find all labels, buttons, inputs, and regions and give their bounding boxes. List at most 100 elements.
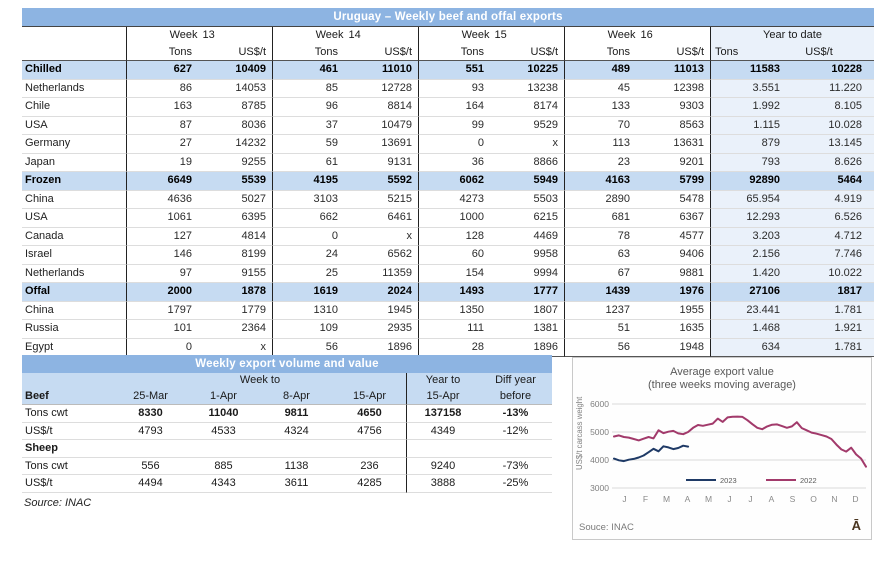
week-value-cell: 5592 xyxy=(344,172,418,191)
week-value-cell: 1945 xyxy=(344,302,418,320)
week-value-cell: 1779 xyxy=(198,302,272,320)
ytd-value-cell: 8.626 xyxy=(792,153,874,172)
week-value-cell: 1797 xyxy=(126,301,198,320)
week-number: 13 xyxy=(202,29,215,41)
week-value-cell: 1493 xyxy=(418,283,490,302)
weekly-volume-value-table: Weekly export volume and value Week to Ye… xyxy=(22,355,552,509)
week-value-cell: 10225 xyxy=(490,61,564,80)
week-number: 14 xyxy=(348,29,361,41)
week-value-cell: 5539 xyxy=(198,172,272,191)
beef-section-label: Beef xyxy=(22,388,114,405)
week-value-cell: 9529 xyxy=(490,117,564,135)
week-value-cell: 128 xyxy=(418,227,490,246)
week-value-cell: 9131 xyxy=(344,154,418,172)
week-value-cell: 6062 xyxy=(418,172,490,191)
ytd-value-cell: 3.551 xyxy=(710,79,792,98)
week-group-header: Week 15 xyxy=(418,27,564,44)
week-group-header: Week 13 xyxy=(126,27,272,44)
ytd-value-cell: 1.781 xyxy=(792,338,874,357)
week-value-cell: 24 xyxy=(272,246,344,265)
tons-header: Tons xyxy=(418,44,490,61)
week-value-cell: 10409 xyxy=(198,61,272,80)
week-value-cell: 9255 xyxy=(198,154,272,172)
week-value-cell: 9303 xyxy=(636,98,710,117)
ytd-value-cell: 1.992 xyxy=(710,98,792,117)
value-cell: 137158 xyxy=(406,405,479,423)
week-value-cell: 1807 xyxy=(490,302,564,320)
week-value-cell: 2364 xyxy=(198,320,272,339)
export-value-line-chart: 3000 4000 5000 6000 US$/t carcass weight J F M A… xyxy=(575,396,867,504)
ytd-value-cell: 10.028 xyxy=(792,116,874,135)
week-value-cell: 9406 xyxy=(636,246,710,265)
row-label: Canada xyxy=(22,228,126,246)
week-value-cell: 23 xyxy=(564,153,636,172)
average-export-value-chart-panel: Average export value (three weeks moving… xyxy=(572,357,872,540)
row-label: Tons cwt xyxy=(22,458,114,475)
week-value-cell: 133 xyxy=(564,98,636,117)
week-value-cell: 61 xyxy=(272,153,344,172)
y-axis-label: US$/t carcass weight xyxy=(575,396,584,470)
weekly-exports-table: Uruguay – Weekly beef and offal exports … xyxy=(22,8,874,357)
week-value-cell: 1350 xyxy=(418,301,490,320)
week-value-cell: 8036 xyxy=(198,117,272,135)
week-value-cell: 87 xyxy=(126,116,198,135)
chart-title: Average export value xyxy=(670,366,774,378)
row-label: Chile xyxy=(22,98,126,117)
week-value-cell: 13691 xyxy=(344,135,418,154)
tons-header: Tons xyxy=(272,44,344,61)
ytd-value-cell: 6.526 xyxy=(792,209,874,228)
row-label: Japan xyxy=(22,154,126,172)
week-value-cell: 14232 xyxy=(198,135,272,154)
week-value-cell: 164 xyxy=(418,98,490,117)
week-value-cell: 99 xyxy=(418,116,490,135)
week-value-cell: 85 xyxy=(272,79,344,98)
week-value-cell: 4163 xyxy=(564,172,636,191)
ytd-value-cell: 793 xyxy=(710,153,792,172)
table2-date-header-row: Beef 25-Mar 1-Apr 8-Apr 15-Apr 15-Apr before xyxy=(22,388,552,405)
table-row: US$/t 4494 4343 3611 4285 3888 -25% xyxy=(22,475,552,493)
value-cell: 4650 xyxy=(333,405,406,423)
week-value-cell: 13238 xyxy=(490,80,564,98)
week-value-cell: 5215 xyxy=(344,191,418,209)
legend-label-2022: 2022 xyxy=(800,476,817,485)
row-label: Netherlands xyxy=(22,80,126,98)
value-cell: 11040 xyxy=(187,405,260,423)
week-word: Week xyxy=(607,29,636,41)
row-label: US$/t xyxy=(22,475,114,493)
week-value-cell: 56 xyxy=(564,338,636,357)
month-label: A xyxy=(685,494,691,504)
ytd-value-cell: 1817 xyxy=(792,283,874,302)
week-value-cell: 5478 xyxy=(636,191,710,209)
week-value-cell: 1948 xyxy=(636,339,710,357)
week-value-cell: 6395 xyxy=(198,209,272,228)
country-row: China 1797 1779 1310 1945 1350 1807 1237 1955 23.… xyxy=(22,301,874,320)
value-cell: 9811 xyxy=(260,405,333,423)
row-label: Frozen xyxy=(22,172,126,191)
week-group-header: Week 14 xyxy=(272,27,418,44)
week-value-cell: 6649 xyxy=(126,172,198,191)
row-label: China xyxy=(22,302,126,320)
week-value-cell: x xyxy=(344,228,418,246)
month-label: A xyxy=(769,494,775,504)
week-value-cell: 5027 xyxy=(198,191,272,209)
week-value-cell: 146 xyxy=(126,246,198,265)
week-value-cell: 551 xyxy=(418,61,490,80)
week-value-cell: 86 xyxy=(126,79,198,98)
table1-week-header-row: Week 13 Week 14 Week 15 Week 16 Year to date xyxy=(22,26,874,44)
week-word: Week xyxy=(315,29,344,41)
week-value-cell: 109 xyxy=(272,320,344,339)
value-cell: 1138 xyxy=(260,458,333,475)
week-value-cell: 1310 xyxy=(272,301,344,320)
ytd-value-cell: 3.203 xyxy=(710,227,792,246)
week-value-cell: 1381 xyxy=(490,320,564,339)
country-row: Netherlands 86 14053 85 12728 93 13238 45 12398 3… xyxy=(22,79,874,98)
ytd-value-cell: 1.468 xyxy=(710,320,792,339)
value-cell xyxy=(479,440,552,458)
week-value-cell: 14053 xyxy=(198,80,272,98)
month-label: F xyxy=(643,494,648,504)
country-row: Chile 163 8785 96 8814 164 8174 133 9303 1.992 8.1… xyxy=(22,98,874,117)
week-value-cell: 93 xyxy=(418,79,490,98)
week-value-cell: 10479 xyxy=(344,117,418,135)
week-value-cell: 6461 xyxy=(344,209,418,228)
ytd-group-header: Year to date xyxy=(710,27,874,44)
